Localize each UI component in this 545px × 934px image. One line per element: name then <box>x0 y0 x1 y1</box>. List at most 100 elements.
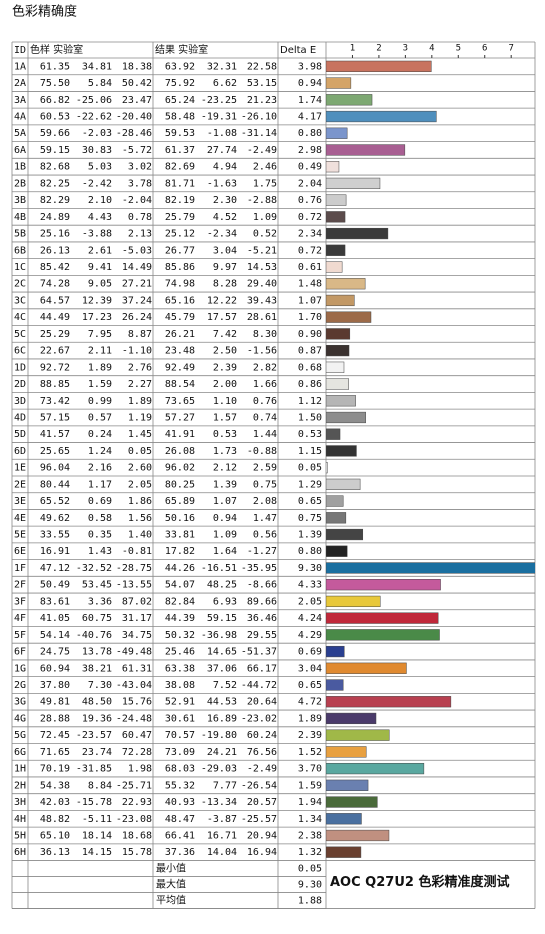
delta-e: 1.29 <box>298 479 322 490</box>
bar <box>326 77 352 89</box>
bar <box>326 595 381 608</box>
result-value: -29.03 <box>201 764 237 775</box>
delta-e: 2.39 <box>298 730 322 741</box>
delta-e: 0.76 <box>298 195 322 206</box>
sample-value: -20.40 <box>116 112 152 123</box>
sample-value: 66.82 <box>40 95 70 106</box>
row-id: 6G <box>14 747 26 758</box>
x-tick-label: 3 <box>403 44 408 54</box>
delta-e: 4.72 <box>298 697 322 708</box>
sample-value: 60.94 <box>40 663 70 674</box>
sample-value: 25.29 <box>40 329 70 340</box>
sample-value: 27.21 <box>122 279 152 290</box>
row-id: 4A <box>14 112 26 123</box>
sample-value: 1.45 <box>128 429 152 440</box>
result-value: 37.06 <box>207 663 237 674</box>
column-header: 色样 实验室 <box>30 43 83 56</box>
sample-value: 3.36 <box>88 596 112 607</box>
result-value: 0.74 <box>253 412 277 423</box>
result-value: -51.37 <box>241 647 277 658</box>
column-header: 结果 实验室 <box>155 43 208 56</box>
row-id: 3G <box>14 697 26 708</box>
bar <box>326 127 348 139</box>
sample-value: 3.02 <box>128 162 152 173</box>
result-value: 1.73 <box>213 446 237 457</box>
result-value: 14.04 <box>207 847 237 858</box>
row-id: 2H <box>14 780 26 791</box>
sample-value: 23.74 <box>82 747 112 758</box>
sample-value: 82.25 <box>40 178 70 189</box>
sample-value: 13.78 <box>82 647 112 658</box>
result-value: -1.27 <box>247 546 277 557</box>
sample-value: 2.27 <box>128 379 152 390</box>
delta-e: 1.89 <box>298 713 322 724</box>
bar <box>326 779 369 791</box>
sample-value: 96.04 <box>40 463 70 474</box>
sample-value: 73.42 <box>40 396 70 407</box>
result-value: 0.94 <box>213 513 237 524</box>
result-value: -26.54 <box>241 780 277 791</box>
result-value: 3.04 <box>213 245 237 256</box>
result-value: -19.31 <box>201 112 237 123</box>
x-tick-label: 6 <box>482 44 487 54</box>
sample-value: 9.05 <box>88 279 112 290</box>
x-tick-label: 1 <box>350 44 355 54</box>
sample-value: 36.13 <box>40 847 70 858</box>
sample-value: -32.52 <box>76 563 112 574</box>
row-id: 1F <box>14 563 26 574</box>
bar <box>326 813 362 825</box>
sample-value: 0.05 <box>128 446 152 457</box>
sample-value: 92.72 <box>40 362 70 373</box>
delta-e: 4.29 <box>298 630 322 641</box>
delta-e: 1.15 <box>298 446 322 457</box>
sample-value: 1.40 <box>128 530 152 541</box>
sample-value: 47.12 <box>40 563 70 574</box>
delta-e: 0.80 <box>298 546 322 557</box>
row-id: 1A <box>14 61 26 72</box>
sample-value: 25.65 <box>40 446 70 457</box>
result-value: 0.53 <box>213 429 237 440</box>
result-value: 7.77 <box>213 780 237 791</box>
result-value: -1.56 <box>247 346 277 357</box>
bar <box>326 311 372 323</box>
sample-value: 57.15 <box>40 412 70 423</box>
delta-e: 0.87 <box>298 346 322 357</box>
row-id: 6A <box>14 145 26 156</box>
delta-e: 3.04 <box>298 663 322 674</box>
delta-e: 0.65 <box>298 496 322 507</box>
result-value: 89.66 <box>247 596 277 607</box>
sample-value: 88.85 <box>40 379 70 390</box>
sample-value: 48.50 <box>82 697 112 708</box>
bar <box>326 679 344 691</box>
sample-value: -28.46 <box>116 128 152 139</box>
sample-value: 1.59 <box>88 379 112 390</box>
result-value: 59.15 <box>207 613 237 624</box>
result-value: 73.65 <box>165 396 195 407</box>
delta-e: 1.32 <box>298 847 322 858</box>
result-value: 2.08 <box>253 496 277 507</box>
sample-value: -40.76 <box>76 630 112 641</box>
delta-e: 0.72 <box>298 212 322 223</box>
delta-e: 9.30 <box>298 563 322 574</box>
row-id: 2F <box>14 580 26 591</box>
row-id: 5H <box>14 830 26 841</box>
sample-value: -5.11 <box>82 814 112 825</box>
bar <box>326 328 351 340</box>
result-value: -2.49 <box>247 145 277 156</box>
result-value: 24.21 <box>207 747 237 758</box>
sample-value: 34.81 <box>82 61 112 72</box>
row-id: 2B <box>14 178 26 189</box>
sample-value: 0.58 <box>88 513 112 524</box>
result-value: 88.54 <box>165 379 195 390</box>
bar <box>326 645 345 658</box>
result-value: 20.64 <box>247 697 277 708</box>
sample-value: -28.75 <box>116 563 152 574</box>
delta-e: 1.34 <box>298 814 322 825</box>
x-tick-label: 7 <box>508 44 513 54</box>
result-value: 45.79 <box>165 312 195 323</box>
sample-value: 50.49 <box>40 580 70 591</box>
summary-label: 最小值 <box>156 862 186 875</box>
result-value: 12.22 <box>207 295 237 306</box>
delta-e: 0.72 <box>298 245 322 256</box>
